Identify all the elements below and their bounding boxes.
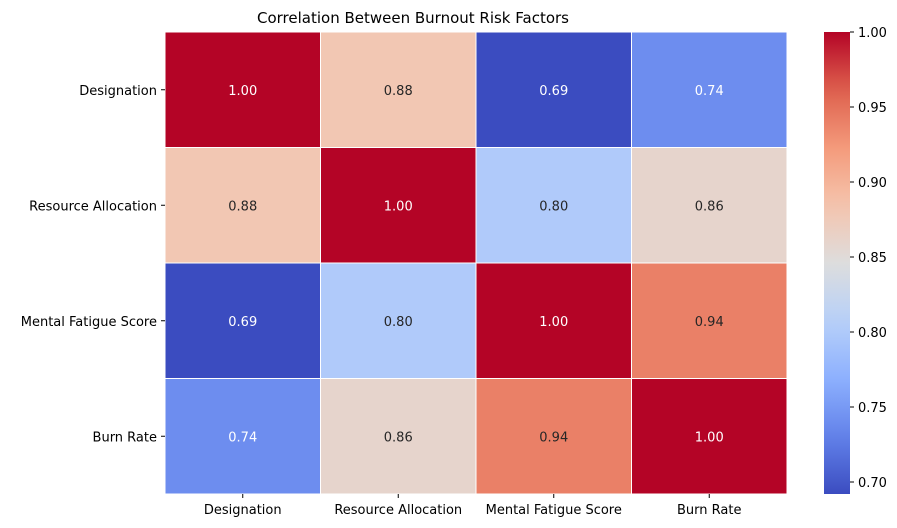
cell-annotation: 0.74	[228, 430, 257, 445]
x-axis: Designation Resource Allocation Mental Fat…	[204, 494, 741, 518]
cell-annotation: 1.00	[228, 84, 257, 99]
cell-annotation: 0.94	[695, 315, 724, 330]
heatmap-cell	[320, 147, 477, 264]
colorbar-tick-label: 0.90	[858, 176, 887, 191]
y-tick-label: Resource Allocation	[29, 199, 157, 214]
cell-annotation: 1.00	[384, 199, 413, 214]
colorbar-ticks: 0.70 0.75 0.80 0.85 0.90 0.95 1.00	[850, 26, 887, 491]
colorbar-tick-label: 0.80	[858, 326, 887, 341]
x-tick-label: Designation	[204, 503, 282, 518]
heatmap-cell	[164, 31, 321, 148]
y-tick-label: Burn Rate	[93, 430, 157, 445]
cell-annotation: 0.80	[384, 315, 413, 330]
cell-annotation: 0.88	[228, 199, 257, 214]
heatmap-cell	[631, 147, 788, 264]
cell-annotation: 0.69	[228, 315, 257, 330]
cell-annotation: 1.00	[539, 315, 568, 330]
x-tick-label: Resource Allocation	[334, 503, 462, 518]
heatmap-cell	[631, 31, 788, 148]
heatmap-cell	[320, 262, 477, 379]
cell-annotation: 0.86	[695, 199, 724, 214]
heatmap-cell	[475, 31, 632, 148]
colorbar-tick-label: 0.95	[858, 101, 887, 116]
x-tick-label: Burn Rate	[677, 503, 741, 518]
heatmap-cell	[475, 378, 632, 495]
heatmap-cell	[631, 262, 788, 379]
cell-annotations: 1.00 0.88 0.69 0.74 0.88 1.00 0.80 0.86 0.69 0.80…	[228, 84, 723, 446]
heatmap-cell	[164, 147, 321, 264]
cell-annotation: 0.80	[539, 199, 568, 214]
cell-annotation: 1.00	[695, 430, 724, 445]
colorbar-tick-label: 0.70	[858, 476, 887, 491]
colorbar-tick-label: 0.75	[858, 401, 887, 416]
colorbar-tick-label: 0.85	[858, 251, 887, 266]
chart-title: Correlation Between Burnout Risk Factors	[257, 9, 569, 27]
colorbar	[824, 32, 850, 494]
colorbar-tick-label: 1.00	[858, 26, 887, 41]
heatmap-cell	[164, 378, 321, 495]
y-tick-label: Mental Fatigue Score	[21, 315, 157, 330]
x-tick-label: Mental Fatigue Score	[486, 503, 622, 518]
heatmap-cell	[320, 378, 477, 495]
cell-annotation: 0.69	[539, 84, 568, 99]
heatmap-cell	[631, 378, 788, 495]
cell-annotation: 0.94	[539, 430, 568, 445]
heatmap-cells	[164, 31, 788, 495]
heatmap-cell	[320, 31, 477, 148]
y-axis: Designation Resource Allocation Mental Fat…	[21, 84, 165, 445]
cell-annotation: 0.86	[384, 430, 413, 445]
y-tick-label: Designation	[79, 84, 157, 99]
cell-annotation: 0.74	[695, 84, 724, 99]
cell-annotation: 0.88	[384, 84, 413, 99]
